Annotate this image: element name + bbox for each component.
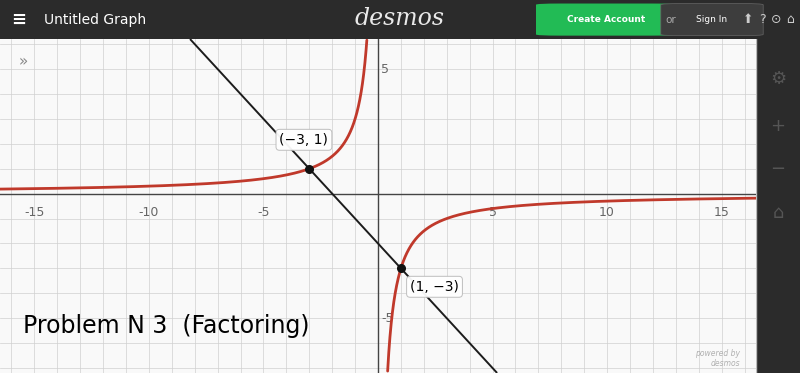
Text: -15: -15 [24,206,45,219]
Text: 15: 15 [714,206,730,219]
Text: 5: 5 [489,206,497,219]
Text: ?: ? [759,13,766,26]
Text: 5: 5 [382,63,390,76]
Text: or: or [665,15,676,25]
Text: 10: 10 [599,206,615,219]
Text: -10: -10 [138,206,159,219]
Text: ⬆: ⬆ [742,13,754,26]
Text: −: − [770,160,786,178]
Text: ⚙: ⚙ [770,70,786,88]
Text: (1, −3): (1, −3) [410,280,459,294]
FancyBboxPatch shape [661,3,763,36]
Text: (−3, 1): (−3, 1) [279,133,328,147]
Text: Untitled Graph: Untitled Graph [44,13,146,26]
Text: Create Account: Create Account [567,15,645,24]
Text: desmos: desmos [355,7,445,30]
Text: ⌂: ⌂ [772,204,784,222]
Text: +: + [770,117,786,135]
Text: Sign In: Sign In [697,15,727,24]
Text: ⊙: ⊙ [770,13,782,26]
Text: -5: -5 [382,312,394,325]
Text: -5: -5 [258,206,270,219]
Text: »: » [18,54,27,69]
FancyBboxPatch shape [536,3,676,36]
Text: powered by
desmos: powered by desmos [695,349,740,368]
Text: ≡: ≡ [11,10,26,29]
Text: Problem N 3  (Factoring): Problem N 3 (Factoring) [23,314,310,338]
Text: ⌂: ⌂ [786,13,794,26]
